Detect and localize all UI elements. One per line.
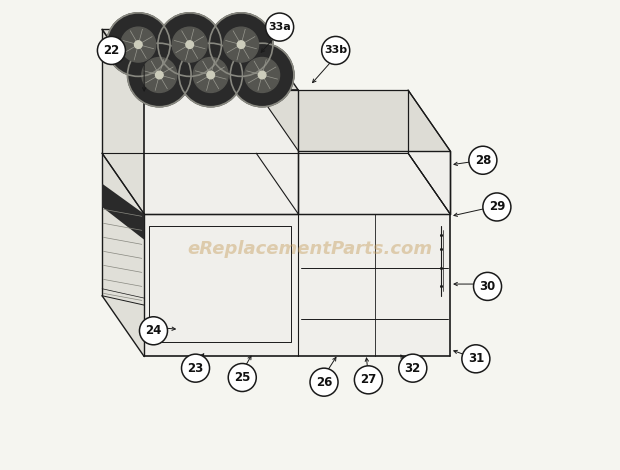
Circle shape (245, 57, 280, 93)
Text: eReplacementParts.com: eReplacementParts.com (187, 240, 433, 258)
Text: 33a: 33a (268, 22, 291, 32)
Polygon shape (256, 90, 450, 151)
Text: 24: 24 (145, 324, 162, 337)
Polygon shape (102, 30, 144, 214)
Text: 28: 28 (475, 154, 491, 167)
Circle shape (121, 27, 156, 62)
Circle shape (469, 146, 497, 174)
Circle shape (231, 43, 294, 107)
Circle shape (228, 363, 256, 392)
Circle shape (128, 43, 191, 107)
Polygon shape (144, 90, 298, 214)
Text: 27: 27 (360, 373, 376, 386)
Circle shape (310, 368, 338, 396)
Polygon shape (144, 214, 450, 356)
Circle shape (140, 317, 167, 345)
Circle shape (399, 354, 427, 382)
Circle shape (224, 27, 259, 62)
Circle shape (322, 37, 350, 64)
Polygon shape (298, 151, 450, 214)
Circle shape (259, 71, 266, 79)
Circle shape (474, 273, 502, 300)
Circle shape (193, 57, 228, 93)
Circle shape (158, 13, 221, 77)
Text: 26: 26 (316, 376, 332, 389)
Circle shape (186, 41, 193, 48)
Circle shape (172, 27, 207, 62)
Circle shape (179, 43, 242, 107)
Circle shape (182, 354, 210, 382)
Circle shape (265, 13, 294, 41)
Text: 25: 25 (234, 371, 250, 384)
Text: 30: 30 (479, 280, 495, 293)
Text: 31: 31 (467, 352, 484, 365)
Circle shape (135, 41, 142, 48)
Text: 23: 23 (187, 361, 203, 375)
Circle shape (462, 345, 490, 373)
Text: 33b: 33b (324, 46, 347, 55)
Text: 29: 29 (489, 201, 505, 213)
Polygon shape (102, 153, 144, 356)
Circle shape (97, 37, 125, 64)
Circle shape (207, 71, 215, 79)
Text: 32: 32 (405, 361, 421, 375)
Polygon shape (102, 184, 144, 240)
Circle shape (156, 71, 163, 79)
Polygon shape (102, 30, 298, 90)
Circle shape (237, 41, 245, 48)
Circle shape (355, 366, 383, 394)
Circle shape (107, 13, 170, 77)
Text: 22: 22 (104, 44, 120, 57)
Circle shape (210, 13, 273, 77)
Circle shape (142, 57, 177, 93)
Circle shape (483, 193, 511, 221)
